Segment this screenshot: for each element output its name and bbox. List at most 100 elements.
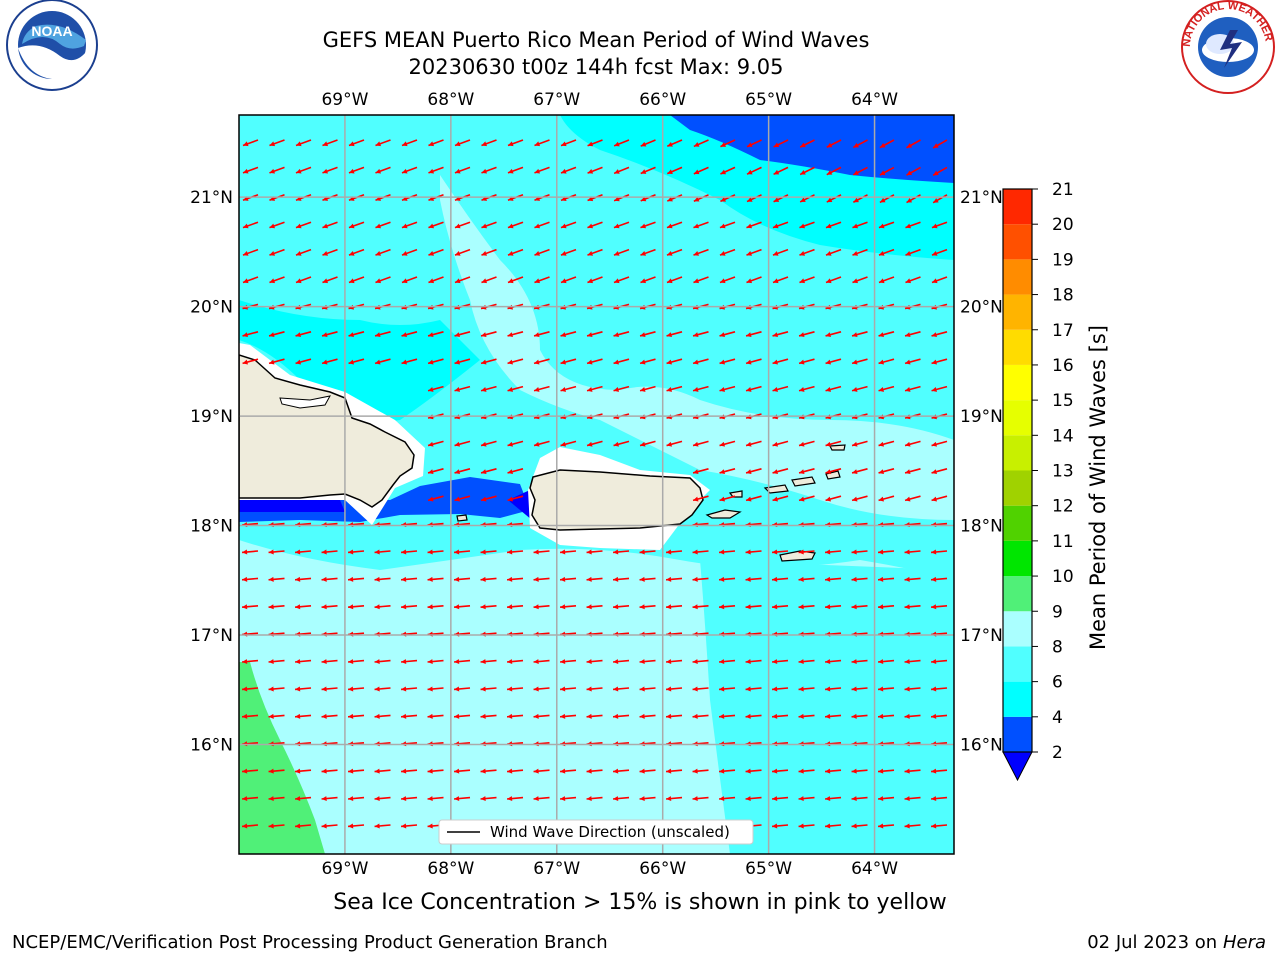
- wave-arrow-head: [798, 796, 804, 802]
- wave-arrow-head: [878, 387, 885, 392]
- wave-arrow-head: [480, 686, 486, 692]
- wave-arrow-head: [825, 823, 831, 829]
- wave-arrow-head: [454, 359, 461, 365]
- wave-arrow-head: [746, 251, 753, 256]
- wave-arrow-head: [799, 278, 806, 284]
- wave-arrow-head: [295, 713, 301, 719]
- wave-arrow-head: [693, 332, 699, 338]
- wave-arrow-head: [825, 387, 832, 392]
- wave-arrow-head: [454, 659, 460, 665]
- wave-arrow-head: [772, 768, 778, 774]
- wave-arrow-head: [454, 387, 461, 392]
- noaa-logo-text: NOAA: [31, 23, 72, 39]
- wave-arrow-head: [321, 713, 327, 719]
- wave-arrow-head: [268, 549, 274, 555]
- wave-arrow-head: [666, 549, 672, 555]
- wave-arrow-head: [825, 686, 831, 692]
- chart-subtitle: 20230630 t00z 144h fcst Max: 9.05: [408, 55, 784, 79]
- wave-arrow-head: [242, 604, 248, 610]
- colorbar-segment: [1003, 329, 1032, 365]
- wave-arrow-head: [825, 469, 832, 475]
- wave-arrow-head: [613, 387, 620, 392]
- wave-arrow-head: [826, 197, 833, 203]
- wave-arrow-head: [825, 549, 831, 555]
- wave-arrow-head: [295, 332, 302, 338]
- wave-arrow-head: [720, 142, 727, 147]
- lat-label-right: 16°N: [960, 736, 1003, 756]
- wave-arrow-head: [348, 168, 355, 174]
- wave-arrow-head: [427, 549, 433, 555]
- colorbar-tick-label: 9: [1052, 602, 1063, 622]
- wave-arrow-head: [269, 332, 275, 338]
- wave-arrow-head: [931, 278, 938, 284]
- wave-arrow-head: [295, 823, 301, 829]
- wave-arrow-head: [321, 796, 327, 802]
- lon-label-top: 65°W: [745, 90, 792, 110]
- wave-arrow-head: [507, 659, 513, 665]
- wave-arrow-head: [640, 169, 647, 174]
- wave-arrow-head: [852, 387, 858, 392]
- wave-arrow-head: [745, 576, 751, 582]
- wave-arrow-head: [878, 549, 884, 555]
- wave-arrow-head: [773, 197, 780, 202]
- wave-arrow-head: [322, 359, 328, 365]
- colorbar-tick-label: 10: [1052, 567, 1074, 587]
- wave-arrow-head: [613, 223, 620, 229]
- wave-arrow-head: [375, 278, 382, 284]
- lon-label-top: 66°W: [639, 90, 686, 110]
- wave-arrow-head: [745, 768, 751, 774]
- lat-label-right: 17°N: [960, 626, 1003, 646]
- wave-arrow-head: [719, 768, 725, 774]
- wave-arrow-head: [904, 659, 910, 665]
- wave-arrow-head: [587, 251, 594, 256]
- wave-arrow-head: [666, 686, 672, 692]
- wave-arrow-head: [560, 251, 567, 256]
- wave-arrow-head: [269, 251, 276, 256]
- wave-arrow-head: [587, 332, 593, 338]
- lat-label-right: 18°N: [960, 517, 1003, 537]
- chart-title: GEFS MEAN Puerto Rico Mean Period of Win…: [322, 28, 870, 52]
- graticule: [239, 115, 954, 854]
- wave-arrow-head: [348, 713, 354, 719]
- wave-arrow-head: [798, 549, 804, 555]
- wave-arrow-head: [639, 604, 645, 610]
- wave-arrow-head: [586, 549, 592, 555]
- wave-arrow-head: [851, 796, 857, 802]
- wave-arrow-head: [693, 142, 700, 147]
- wave-arrow-head: [852, 251, 859, 256]
- wave-arrow-head: [800, 197, 806, 202]
- lat-label-left: 18°N: [190, 517, 233, 537]
- wave-arrow-head: [401, 713, 407, 719]
- wave-arrow-head: [348, 251, 355, 256]
- bay-samana: [279, 395, 331, 409]
- wave-arrow-head: [666, 768, 672, 774]
- wave-arrow-head: [905, 441, 911, 447]
- wave-arrow-head: [322, 332, 328, 338]
- wave-arrow-head: [799, 223, 806, 229]
- wave-arrow-head: [533, 604, 539, 610]
- land-hispaniola: [239, 354, 415, 508]
- wave-arrow-head: [295, 251, 302, 256]
- wave-arrow-head: [719, 469, 726, 475]
- wave-arrow-head: [428, 469, 434, 475]
- wave-arrow-head: [747, 197, 753, 202]
- wave-arrow-head: [375, 251, 382, 256]
- wave-arrow-head: [852, 441, 858, 447]
- wave-arrow-head: [481, 387, 487, 392]
- wave-arrow-head: [798, 713, 804, 719]
- wave-arrow-head: [321, 576, 327, 582]
- map-area: [239, 115, 954, 854]
- wave-arrow-head: [481, 251, 488, 256]
- colorbar-tick-label: 15: [1052, 391, 1074, 411]
- wave-arrow-head: [321, 686, 327, 692]
- wave-arrow-head: [322, 251, 329, 256]
- wave-arrow-head: [454, 251, 461, 256]
- wave-arrow-head: [904, 823, 910, 829]
- lat-label-right: 19°N: [960, 407, 1003, 427]
- contour-8-9-central: [440, 175, 954, 520]
- wave-arrow-head: [268, 604, 274, 610]
- wave-arrow-head: [242, 359, 249, 365]
- wave-arrow-head: [693, 469, 699, 475]
- wave-arrow-head: [507, 576, 513, 582]
